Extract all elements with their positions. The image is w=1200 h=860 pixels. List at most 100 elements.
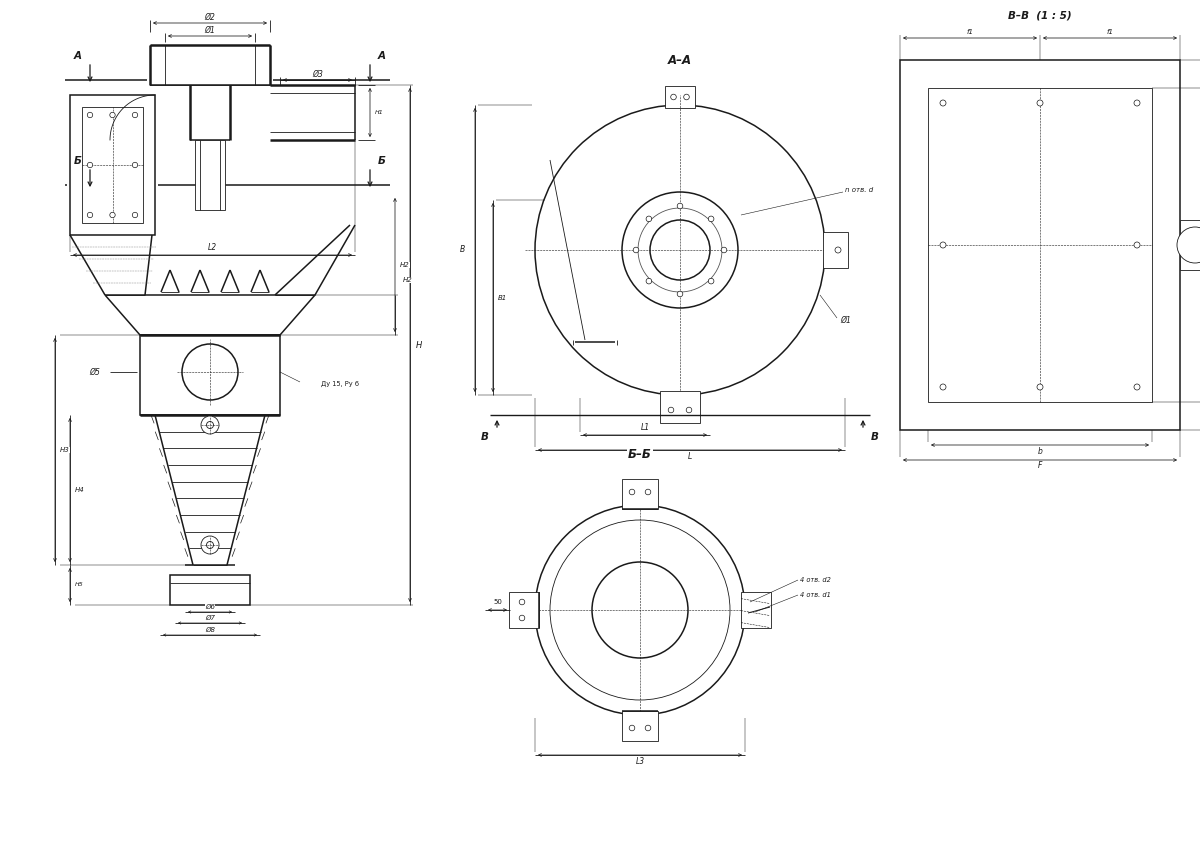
Text: Ø3: Ø3 — [312, 70, 323, 78]
Text: Б: Б — [378, 156, 386, 166]
Circle shape — [535, 105, 826, 395]
Circle shape — [629, 489, 635, 494]
Text: Б: Б — [74, 156, 82, 166]
Text: Б–Б: Б–Б — [628, 449, 652, 462]
Bar — [900, 60, 1180, 430]
Text: В1: В1 — [498, 294, 508, 300]
Circle shape — [132, 113, 138, 118]
Circle shape — [940, 100, 946, 106]
Text: В–В  (1 : 5): В–В (1 : 5) — [1008, 10, 1072, 20]
Circle shape — [646, 216, 652, 222]
Circle shape — [721, 247, 727, 253]
Bar — [665, 86, 695, 108]
Text: L3: L3 — [636, 758, 644, 766]
Text: F: F — [1038, 463, 1042, 471]
Text: Н: Н — [416, 341, 422, 349]
Circle shape — [1037, 384, 1043, 390]
Bar — [170, 575, 250, 605]
Circle shape — [535, 505, 745, 715]
Text: Ø8: Ø8 — [205, 626, 215, 632]
Text: А: А — [74, 51, 82, 61]
Text: В: В — [871, 432, 878, 442]
Bar — [823, 232, 848, 268]
Text: Ø2: Ø2 — [204, 13, 216, 22]
Bar — [509, 592, 539, 628]
Text: 4 отв. d1: 4 отв. d1 — [800, 592, 830, 598]
Circle shape — [677, 292, 683, 297]
Circle shape — [110, 113, 115, 118]
Bar — [742, 592, 772, 628]
Circle shape — [677, 203, 683, 209]
Bar — [622, 479, 658, 509]
Text: L: L — [688, 452, 692, 462]
Circle shape — [132, 163, 138, 168]
Circle shape — [835, 247, 841, 253]
Circle shape — [520, 615, 524, 621]
Text: Ду 15, Ру 6: Ду 15, Ру 6 — [322, 381, 359, 387]
Circle shape — [110, 212, 115, 218]
Circle shape — [686, 407, 691, 413]
Circle shape — [592, 562, 688, 658]
Text: А: А — [378, 51, 386, 61]
Circle shape — [88, 212, 92, 218]
Circle shape — [668, 407, 674, 413]
Circle shape — [940, 384, 946, 390]
Circle shape — [671, 95, 677, 100]
Circle shape — [1134, 242, 1140, 248]
Circle shape — [629, 725, 635, 731]
Text: Ø1: Ø1 — [204, 26, 216, 34]
Circle shape — [622, 192, 738, 308]
Circle shape — [708, 279, 714, 284]
Bar — [150, 45, 270, 85]
Circle shape — [182, 344, 238, 400]
Circle shape — [202, 536, 220, 554]
Text: L2: L2 — [208, 243, 217, 253]
Text: 4 отв. d2: 4 отв. d2 — [800, 577, 830, 583]
Text: Н3: Н3 — [60, 447, 70, 453]
Bar — [622, 711, 658, 741]
Text: f1: f1 — [1106, 29, 1114, 35]
Text: Н4: Н4 — [74, 487, 85, 493]
Bar — [928, 88, 1152, 402]
Circle shape — [634, 247, 638, 253]
Text: Ø5: Ø5 — [90, 367, 101, 377]
Circle shape — [206, 421, 214, 428]
Circle shape — [646, 279, 652, 284]
Circle shape — [638, 208, 722, 292]
Text: В: В — [460, 245, 466, 255]
Text: L: L — [688, 452, 692, 461]
Circle shape — [646, 725, 650, 731]
Bar — [140, 335, 280, 415]
Text: А–А: А–А — [668, 53, 692, 66]
Circle shape — [684, 95, 689, 100]
Circle shape — [646, 489, 650, 494]
Circle shape — [1134, 384, 1140, 390]
Circle shape — [650, 220, 710, 280]
Circle shape — [520, 599, 524, 605]
Bar — [1180, 220, 1200, 270]
Circle shape — [1037, 100, 1043, 106]
Text: 50: 50 — [493, 599, 503, 605]
Text: L1: L1 — [641, 423, 649, 433]
Circle shape — [940, 242, 946, 248]
Circle shape — [550, 520, 730, 700]
Text: F: F — [1038, 462, 1042, 470]
Circle shape — [132, 212, 138, 218]
Circle shape — [88, 113, 92, 118]
Text: b: b — [1038, 447, 1043, 457]
Circle shape — [1177, 227, 1200, 263]
Bar — [70, 95, 155, 235]
Circle shape — [202, 416, 220, 434]
Text: Ø7: Ø7 — [205, 615, 215, 621]
Circle shape — [708, 216, 714, 222]
Text: Ø1: Ø1 — [840, 316, 851, 324]
Text: n отв. d: n отв. d — [845, 187, 874, 193]
Circle shape — [1134, 100, 1140, 106]
Text: Н1: Н1 — [374, 110, 384, 115]
Bar — [660, 391, 700, 423]
Text: L3: L3 — [636, 757, 644, 766]
Text: Н2: Н2 — [400, 262, 409, 268]
Bar — [194, 140, 226, 210]
Text: b: b — [1038, 446, 1043, 456]
Bar — [82, 107, 143, 223]
